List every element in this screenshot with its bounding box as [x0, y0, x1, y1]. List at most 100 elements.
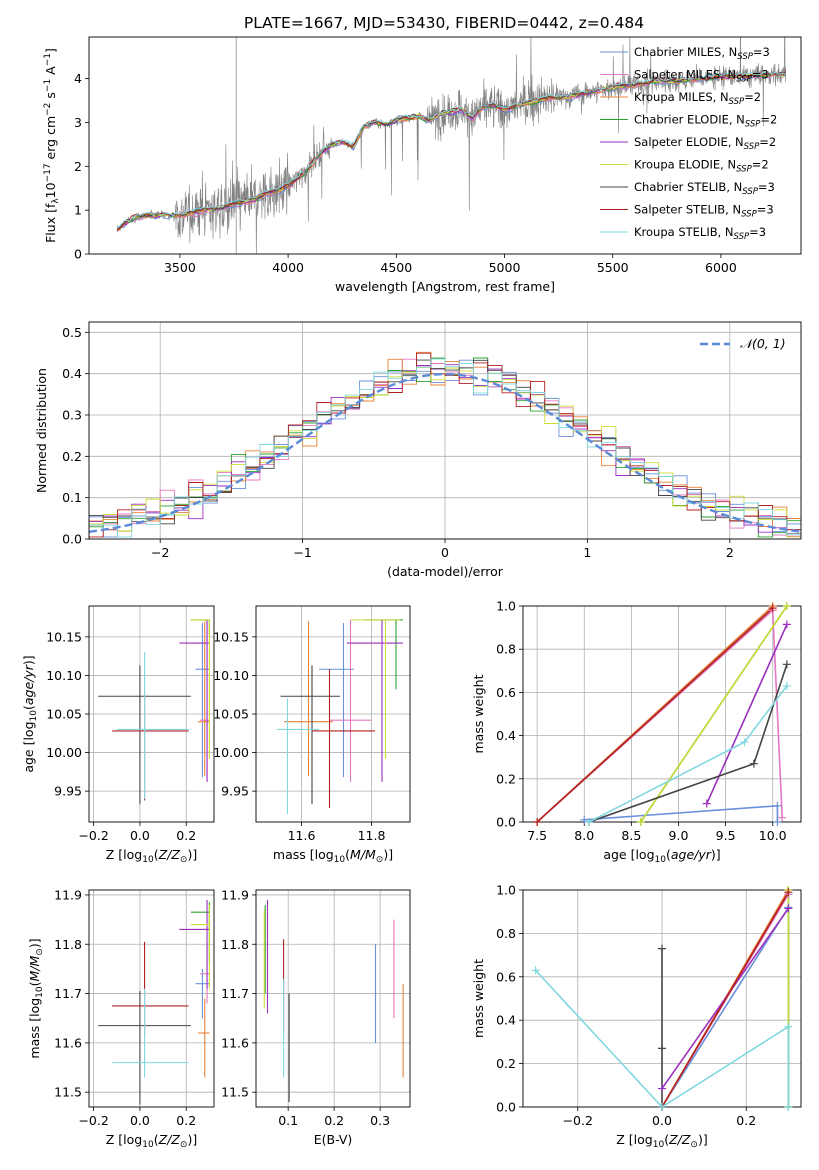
- mass-weight-marker: [636, 818, 645, 826]
- y-tick-label: 0.0: [62, 532, 82, 547]
- axes-border: [88, 605, 215, 823]
- y-axis-label: Normed distribution: [34, 368, 49, 493]
- mass-weight-line: [661, 904, 790, 1107]
- y-tick-label: 11.5: [221, 1085, 249, 1100]
- label-part: Kroupa MILES, N: [634, 90, 729, 104]
- label-part: λ: [51, 198, 61, 204]
- grid-lines: [89, 322, 801, 540]
- label-part: 10: [35, 986, 45, 998]
- label-part: age [log: [21, 721, 36, 772]
- mass-weight-marker: [584, 818, 593, 826]
- y-tick-label: 11.9: [221, 887, 249, 902]
- label-part: 10: [142, 855, 154, 865]
- label-part: SSP: [736, 75, 752, 85]
- axes-border: [88, 321, 802, 540]
- axes-border: [88, 36, 802, 255]
- x-tick-label: 5500: [597, 260, 629, 275]
- label-part: (: [154, 847, 159, 862]
- label-part: ⊙: [180, 1140, 188, 1150]
- label-part: age [log: [603, 847, 654, 862]
- label-part: Salpeter ELODIE, N: [634, 135, 744, 149]
- axes-frame: −0.2 0.0 0.2 0.0 0.2 0.4 0.6 0.8 1.0 Z [log10(Z/Z…: [471, 883, 802, 1150]
- label-part: 10: [43, 182, 58, 198]
- axes-border: [255, 889, 411, 1108]
- mass-weight-marker: [658, 1103, 666, 1111]
- x-tick-label: −0.2: [78, 1113, 108, 1128]
- y-tick-label: 0.2: [496, 771, 516, 786]
- label-part: ⊙: [376, 855, 384, 865]
- label-part: Z [log: [106, 847, 142, 862]
- y-tick-label: 11.6: [221, 1035, 249, 1050]
- plot-area: [98, 619, 210, 805]
- mass-weight-marker: [773, 818, 782, 826]
- y-tick-label: 0.4: [496, 728, 516, 743]
- legend-entry: Chabrier MILES, NSSP=3: [634, 45, 770, 62]
- y-tick-label: 11.5: [54, 1085, 82, 1100]
- mass-weight-line: [661, 891, 790, 1107]
- y-axis-label: mass weight: [471, 959, 486, 1038]
- x-tick-label: 7.5: [527, 828, 547, 843]
- y-tick-label: 3: [74, 115, 82, 130]
- label-part: −1: [43, 53, 53, 66]
- label-part: )]: [27, 938, 42, 948]
- mass-weight-marker: [773, 801, 782, 810]
- label-part: Z [log: [616, 1132, 652, 1147]
- y-tick-label: 10.15: [213, 629, 249, 644]
- axes-frame: −0.2 0.0 0.2 9.95 10.00 10.05 10.10 10.15 Z [log…: [21, 605, 215, 865]
- x-tick-label: 0.2: [176, 1113, 196, 1128]
- mass-weight-marker: [782, 681, 791, 690]
- x-tick-label: 8.5: [621, 828, 641, 843]
- y-tick-label: 0.8: [496, 926, 516, 941]
- label-part: age/yr: [21, 664, 36, 705]
- x-tick-label: 0.2: [324, 1113, 344, 1128]
- legend-entry: 𝒩(0, 1): [740, 336, 786, 351]
- mass-weight-line: [535, 969, 790, 1107]
- label-part: erg cm: [43, 116, 58, 164]
- y-axis-label: age [log10(age/yr)]: [21, 655, 39, 772]
- x-tick-label: 0.2: [176, 828, 196, 843]
- y-tick-label: 10.05: [213, 707, 249, 722]
- plot-area: [277, 619, 403, 815]
- label-part: Z/Z: [158, 847, 181, 862]
- label-part: =3: [749, 225, 766, 239]
- y-tick-label: 0.5: [62, 325, 82, 340]
- mass-weight-marker: [782, 660, 791, 669]
- x-axis-label: age [log10(age/yr)]: [603, 847, 720, 865]
- mass-weight-marker: [658, 944, 666, 953]
- axes-frame: 7.5 8.0 8.5 9.0 9.5 10.0 0.0 0.2 0.4 0.6 0.8 1.0 age…: [471, 599, 802, 865]
- label-part: Chabrier STELIB, N: [634, 180, 742, 194]
- label-part: )]: [187, 847, 197, 862]
- label-part: SSP: [729, 97, 745, 107]
- label-part: (: [154, 1132, 159, 1147]
- plot-area: [98, 899, 210, 1105]
- x-tick-label: 8.0: [574, 828, 594, 843]
- label-part: (: [664, 1132, 669, 1147]
- y-tick-label: 11.8: [54, 937, 82, 952]
- x-axis-label: Z [log10(Z/Z⊙)]: [106, 847, 197, 865]
- panel-age-vs-mass: 11.6 11.8 9.95 10.00 10.05 10.10 10.15 mass [lo…: [213, 605, 411, 865]
- y-tick-label: 10.00: [213, 745, 249, 760]
- label-part: ⊙: [690, 1140, 698, 1150]
- y-tick-label: 11.7: [221, 986, 249, 1001]
- label-part: 10: [653, 1140, 665, 1150]
- label-part: ⊙: [180, 855, 188, 865]
- y-tick-label: 0.4: [496, 1013, 516, 1028]
- label-part: Chabrier ELODIE, N: [634, 113, 745, 127]
- observed-spectrum: [116, 37, 787, 254]
- y-tick-label: 0.0: [496, 815, 516, 830]
- y-tick-label: 0.4: [62, 366, 82, 381]
- mass-weight-marker: [749, 759, 758, 768]
- axes-border: [255, 605, 411, 823]
- label-part: =2: [760, 113, 777, 127]
- label-part: =2: [752, 158, 769, 172]
- plot-area: [89, 351, 801, 538]
- y-tick-label: 10.15: [46, 629, 82, 644]
- y-tick-label: 1.0: [496, 883, 516, 898]
- mass-weight-marker: [658, 1044, 666, 1053]
- label-part: 10: [655, 855, 667, 865]
- x-tick-label: 0.0: [130, 1113, 150, 1128]
- legend-entry: Chabrier ELODIE, NSSP=2: [634, 113, 777, 130]
- x-tick-label: 9.5: [716, 828, 736, 843]
